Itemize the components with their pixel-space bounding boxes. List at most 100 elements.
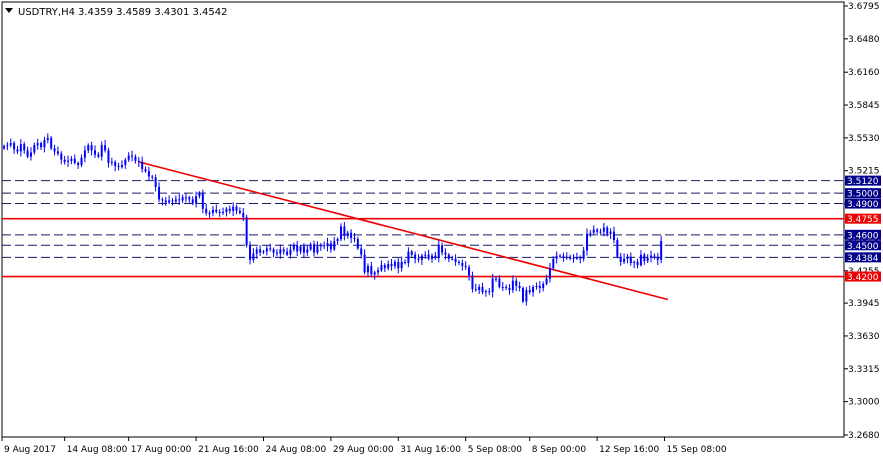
candle-body [114, 161, 117, 167]
candle-body [390, 264, 393, 267]
candle-body [333, 241, 336, 250]
candle-body [400, 261, 403, 269]
candle-body [252, 253, 255, 260]
candle-body [70, 158, 73, 161]
candle-body [151, 176, 154, 178]
candle-body [548, 268, 551, 279]
candle-body [636, 261, 639, 266]
candle-body [286, 251, 289, 255]
candle-body [120, 164, 123, 168]
candle-body [188, 197, 191, 200]
candle-body [137, 160, 140, 162]
symbol-label: USDTRY,H4 [18, 7, 75, 18]
x-tick-label: 9 Aug 2017 [4, 445, 56, 455]
candle-body [508, 288, 511, 291]
candle-body [427, 254, 430, 259]
candle-body [430, 255, 433, 259]
x-tick-label: 15 Sep 08:00 [667, 445, 727, 455]
candle-body [272, 249, 275, 253]
y-tick-label: 3.3945 [848, 299, 880, 309]
candle-body [50, 137, 53, 149]
price-tag-background [845, 175, 881, 186]
y-tick-label: 3.6160 [848, 68, 880, 78]
candle-body [174, 199, 177, 202]
price-tag-background [845, 240, 881, 251]
candle-body [259, 249, 262, 253]
candle-body [660, 241, 663, 260]
price-tag-background [845, 252, 881, 263]
candle-body [353, 237, 356, 240]
price-tag-label: 3.4500 [847, 242, 879, 252]
candle-body [366, 266, 369, 273]
candle-body [100, 145, 103, 157]
candle-body [299, 246, 302, 252]
y-tick-label: 3.6480 [848, 35, 880, 45]
candle-body [195, 196, 198, 204]
candle-body [616, 240, 619, 257]
candle-body [198, 193, 201, 197]
candle-body [370, 266, 373, 275]
candle-body [525, 290, 528, 302]
candle-body [235, 206, 238, 211]
candle-body [629, 256, 632, 263]
x-tick-label: 24 Aug 08:00 [265, 445, 326, 455]
price-tag-background [845, 198, 881, 209]
candle-body [313, 244, 316, 253]
candle-body [468, 267, 471, 276]
candle-body [437, 245, 440, 258]
candle-body [93, 150, 96, 155]
candle-body [168, 200, 171, 203]
candle-body [262, 251, 265, 253]
candle-body [569, 256, 572, 259]
candle-body [447, 254, 450, 259]
candle-body [19, 144, 22, 152]
candle-body [596, 229, 599, 232]
candle-body [612, 231, 615, 241]
candle-body [336, 239, 339, 242]
candle-body [643, 254, 646, 261]
x-tick-label: 5 Sep 08:00 [468, 445, 523, 455]
candle-body [205, 208, 208, 213]
ohlc-values: 3.4359 3.4589 3.4301 3.4542 [78, 7, 228, 18]
price-tag-label: 3.4600 [847, 231, 879, 241]
y-tick-label: 3.5845 [848, 101, 880, 111]
candle-body [90, 145, 93, 151]
candle-body [528, 290, 531, 293]
candle-body [656, 256, 659, 260]
candle-body [626, 256, 629, 259]
candle-body [104, 145, 107, 151]
candle-body [380, 265, 383, 271]
candle-body [33, 145, 36, 153]
candle-body [565, 256, 568, 258]
dropdown-triangle-icon[interactable] [5, 8, 13, 13]
candle-body [579, 257, 582, 259]
candle-body [417, 258, 420, 260]
candle-body [215, 209, 218, 212]
candle-body [77, 162, 80, 165]
candle-body [40, 143, 43, 148]
candle-body [144, 169, 147, 172]
candle-body [474, 289, 477, 291]
candle-body [538, 285, 541, 289]
candle-body [181, 197, 184, 201]
candles-layer [3, 133, 663, 306]
candle-body [249, 245, 252, 260]
candle-body [555, 255, 558, 259]
candle-body [171, 200, 174, 202]
candle-body [16, 149, 19, 152]
candle-body [218, 211, 221, 213]
x-tick-label: 8 Sep 00:00 [532, 445, 587, 455]
price-tag-label: 3.5120 [847, 177, 879, 187]
x-tick-label: 14 Aug 08:00 [67, 445, 128, 455]
candle-body [208, 212, 211, 214]
candle-body [191, 199, 194, 204]
candle-body [562, 255, 565, 257]
candle-body [340, 226, 342, 240]
price-tag-background [845, 213, 881, 224]
candle-body [306, 249, 309, 253]
candle-body [650, 255, 653, 258]
candle-body [326, 243, 329, 247]
x-tick-label: 29 Aug 00:00 [333, 445, 394, 455]
